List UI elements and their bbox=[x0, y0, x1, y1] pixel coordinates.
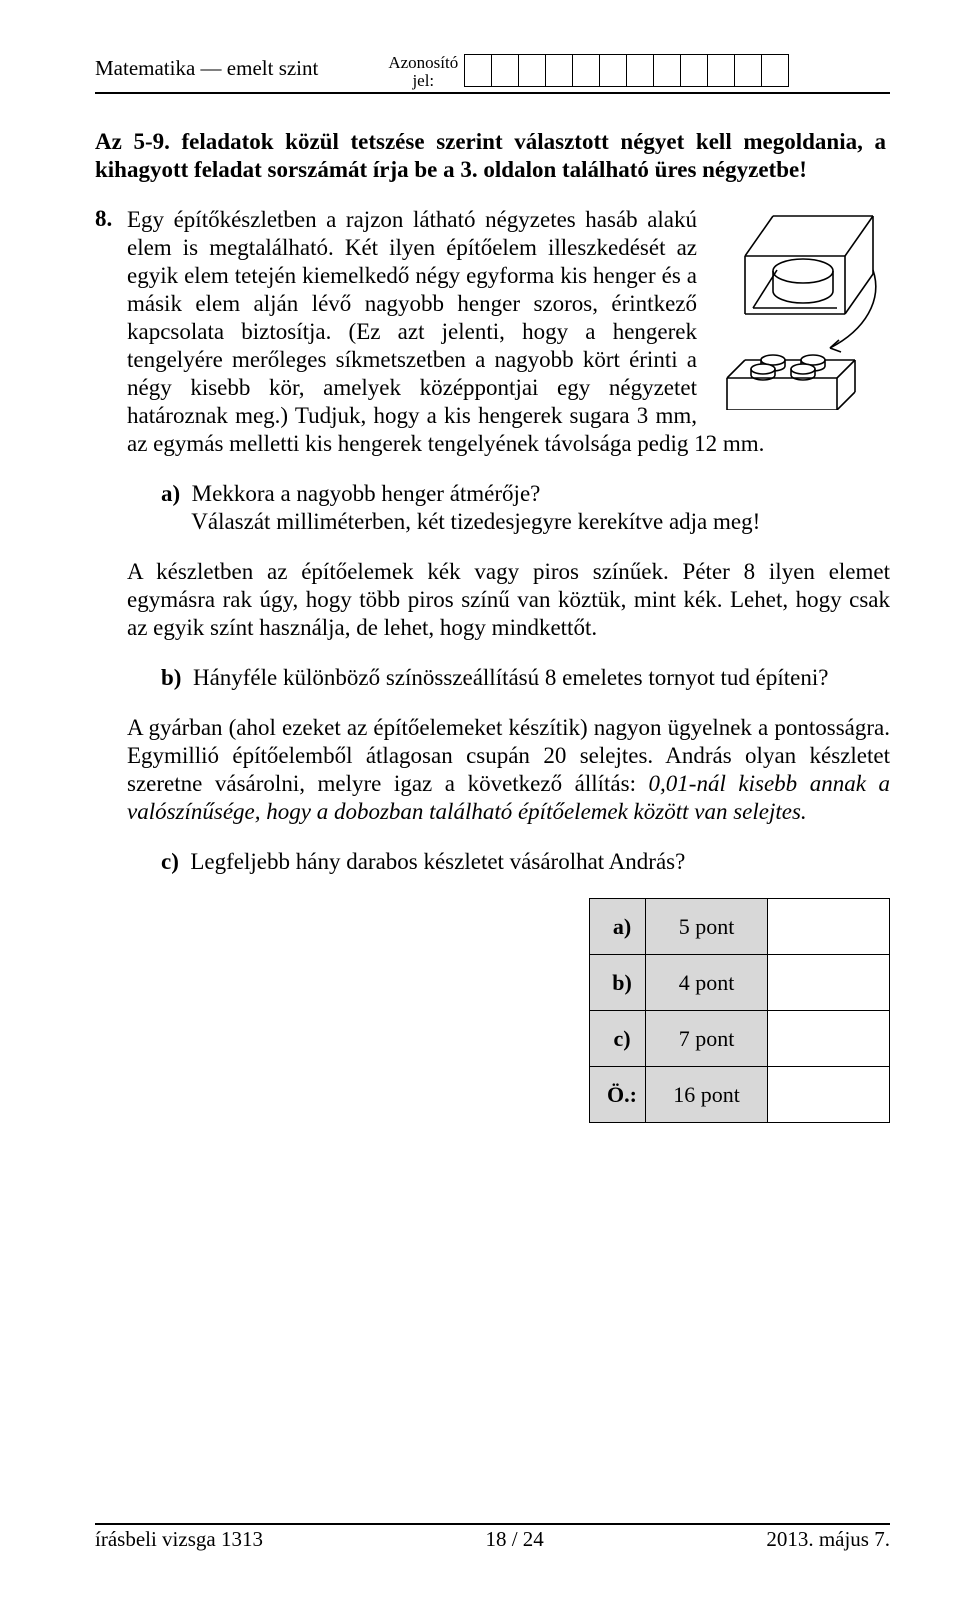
question-b: b) Hányféle különböző színösszeállítású … bbox=[127, 664, 890, 692]
points-blank bbox=[768, 1067, 890, 1123]
points-value: 4 pont bbox=[646, 955, 768, 1011]
footer-left: írásbeli vizsga 1313 bbox=[95, 1527, 263, 1552]
label-b: b) bbox=[161, 665, 181, 690]
page-footer: írásbeli vizsga 1313 18 / 24 2013. május… bbox=[95, 1523, 890, 1552]
id-cell bbox=[707, 54, 735, 87]
page-header: Matematika — emelt szint Azonosító jel: bbox=[95, 50, 890, 94]
table-row: Ö.:16 pont bbox=[590, 1067, 890, 1123]
points-blank bbox=[768, 1011, 890, 1067]
id-cell bbox=[491, 54, 519, 87]
table-row: c)7 pont bbox=[590, 1011, 890, 1067]
table-row: a)5 pont bbox=[590, 899, 890, 955]
brick-illustration bbox=[715, 210, 890, 417]
question-a-line2: Válaszát milliméterben, két tizedesjegyr… bbox=[191, 509, 760, 534]
points-blank bbox=[768, 899, 890, 955]
problem-8: 8. Egy építőkészletben a rajzon látható … bbox=[95, 206, 890, 1123]
problem-para-2: A készletben az építőelemek kék vagy pir… bbox=[127, 558, 890, 642]
points-table: a)5 pontb)4 pontc)7 pontÖ.:16 pont bbox=[589, 898, 890, 1123]
points-label: b) bbox=[590, 955, 646, 1011]
points-label: a) bbox=[590, 899, 646, 955]
id-cell bbox=[761, 54, 789, 87]
id-cell bbox=[626, 54, 654, 87]
points-label: Ö.: bbox=[590, 1067, 646, 1123]
question-c: c) Legfeljebb hány darabos készletet vás… bbox=[127, 848, 890, 876]
id-cell bbox=[464, 54, 492, 87]
question-b-text: Hányféle különböző színösszeállítású 8 e… bbox=[193, 665, 829, 690]
question-a: a) Mekkora a nagyobb henger átmérője? a)… bbox=[127, 480, 890, 536]
id-grid bbox=[464, 54, 789, 87]
id-cell bbox=[572, 54, 600, 87]
id-cell bbox=[734, 54, 762, 87]
problem-number: 8. bbox=[95, 206, 127, 1123]
table-row: b)4 pont bbox=[590, 955, 890, 1011]
header-id-label: Azonosító jel: bbox=[388, 50, 458, 90]
id-cell bbox=[599, 54, 627, 87]
footer-right: 2013. május 7. bbox=[766, 1527, 890, 1552]
footer-center: 18 / 24 bbox=[485, 1527, 543, 1552]
id-cell bbox=[653, 54, 681, 87]
id-cell bbox=[545, 54, 573, 87]
problem-para-3: A gyárban (ahol ezeket az építőelemeket … bbox=[127, 714, 890, 826]
instructions-heading: Az 5-9. feladatok közül tetszése szerint… bbox=[95, 128, 890, 184]
points-value: 5 pont bbox=[646, 899, 768, 955]
label-a: a) bbox=[161, 481, 180, 506]
points-value: 7 pont bbox=[646, 1011, 768, 1067]
question-c-text: Legfeljebb hány darabos készletet vásáro… bbox=[190, 849, 685, 874]
points-value: 16 pont bbox=[646, 1067, 768, 1123]
header-subject: Matematika — emelt szint bbox=[95, 50, 318, 81]
points-blank bbox=[768, 955, 890, 1011]
id-cell bbox=[518, 54, 546, 87]
points-table-wrapper: a)5 pontb)4 pontc)7 pontÖ.:16 pont bbox=[127, 898, 890, 1123]
points-label: c) bbox=[590, 1011, 646, 1067]
question-a-line1: Mekkora a nagyobb henger átmérője? bbox=[192, 481, 541, 506]
id-cell bbox=[680, 54, 708, 87]
label-c: c) bbox=[161, 849, 179, 874]
